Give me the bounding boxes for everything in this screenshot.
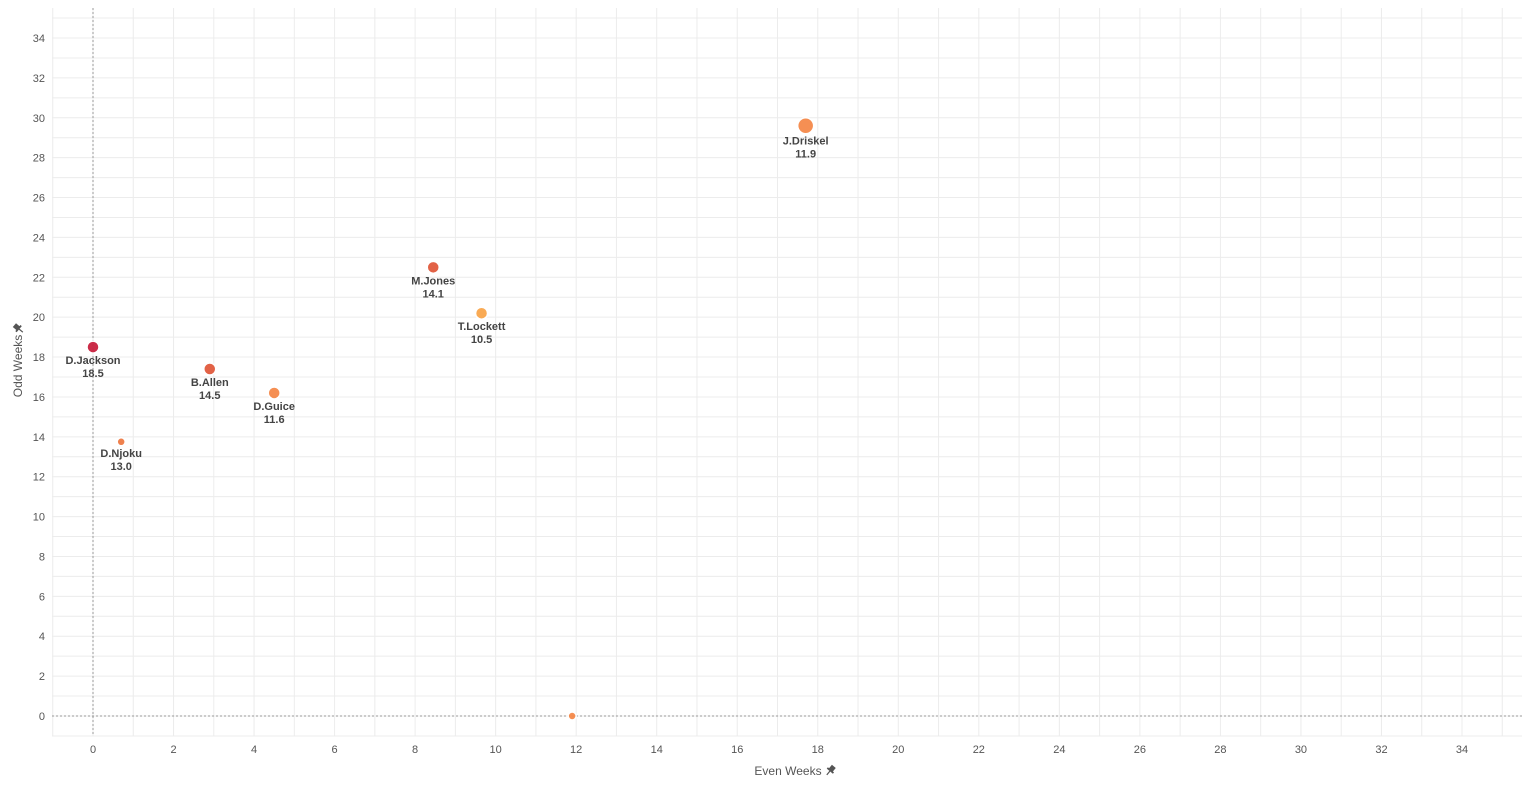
point-value-label: 10.5	[471, 334, 492, 346]
y-tick-label: 4	[39, 631, 45, 643]
y-tick-label: 28	[33, 153, 45, 165]
point-name-label: T.Lockett	[458, 321, 506, 333]
y-tick-label: 32	[33, 73, 45, 85]
point-name-label: D.Guice	[253, 401, 295, 413]
y-tick-label: 18	[33, 352, 45, 364]
y-axis-title: Odd Weeks	[11, 335, 25, 397]
y-tick-label: 34	[33, 33, 45, 45]
pin-icon[interactable]	[12, 322, 26, 335]
point-name-label: D.Jackson	[65, 355, 120, 367]
data-point[interactable]	[267, 386, 281, 400]
data-point[interactable]	[474, 306, 489, 320]
x-tick-label: 30	[1295, 744, 1307, 756]
y-tick-label: 12	[33, 472, 45, 484]
x-tick-label: 20	[892, 744, 904, 756]
y-tick-label: 14	[33, 432, 45, 444]
y-tick-label: 8	[39, 551, 45, 563]
data-point[interactable]	[567, 711, 577, 721]
point-name-label: B.Allen	[191, 377, 229, 389]
data-point[interactable]	[796, 116, 815, 135]
y-tick-label: 20	[33, 312, 45, 324]
x-tick-label: 8	[412, 744, 418, 756]
x-tick-label: 16	[731, 744, 743, 756]
point-name-label: D.Njoku	[100, 448, 142, 460]
grid-layer	[52, 8, 1522, 737]
point-value-label: 14.5	[199, 390, 220, 402]
data-point[interactable]	[86, 340, 100, 354]
x-tick-label: 14	[651, 744, 663, 756]
x-tick-label: 22	[973, 744, 985, 756]
point-name-label: M.Jones	[411, 275, 455, 287]
tick-layer: 0 2 4 6 8 10 12 14 16 18 20 22 24 26 28 30 32 34024681012…	[33, 33, 1468, 756]
y-tick-label: 6	[39, 591, 45, 603]
point-value-label: 18.5	[82, 368, 103, 380]
data-point[interactable]	[203, 362, 217, 376]
point-value-label: 14.1	[423, 288, 444, 300]
x-axis-title: Even Weeks	[754, 764, 821, 778]
x-tick-label: 34	[1456, 744, 1468, 756]
x-tick-label: 2	[170, 744, 176, 756]
y-tick-label: 0	[39, 711, 45, 723]
y-tick-label: 24	[33, 232, 45, 244]
point-value-label: 13.0	[110, 461, 131, 473]
x-tick-label: 6	[332, 744, 338, 756]
x-tick-label: 24	[1053, 744, 1065, 756]
x-tick-label: 32	[1375, 744, 1387, 756]
x-tick-label: 4	[251, 744, 257, 756]
x-tick-label: 28	[1214, 744, 1226, 756]
y-tick-label: 16	[33, 392, 45, 404]
x-tick-label: 0	[90, 744, 96, 756]
point-layer	[86, 116, 815, 721]
data-point[interactable]	[116, 437, 126, 447]
point-value-label: 11.9	[795, 149, 816, 161]
y-tick-label: 22	[33, 272, 45, 284]
data-point[interactable]	[426, 260, 440, 275]
y-tick-label: 26	[33, 193, 45, 205]
y-tick-label: 30	[33, 113, 45, 125]
point-name-label: J.Driskel	[783, 136, 829, 148]
x-tick-label: 10	[490, 744, 502, 756]
y-tick-label: 2	[39, 671, 45, 683]
x-tick-label: 18	[812, 744, 824, 756]
x-tick-label: 12	[570, 744, 582, 756]
pin-icon[interactable]	[824, 764, 837, 778]
point-value-label: 11.6	[264, 414, 285, 426]
x-tick-label: 26	[1134, 744, 1146, 756]
y-tick-label: 10	[33, 512, 45, 524]
